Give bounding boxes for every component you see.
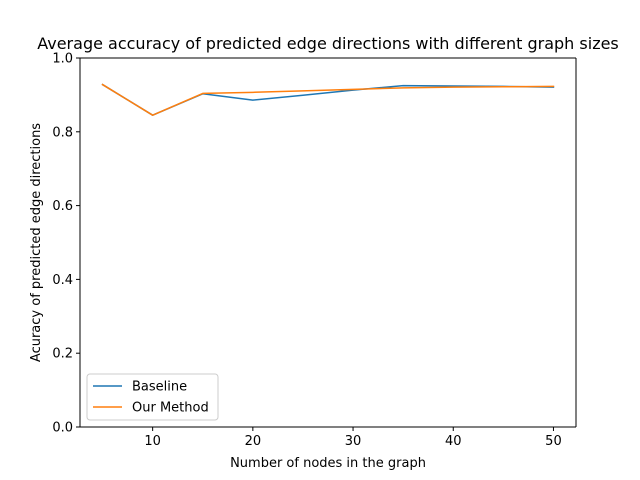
chart-title: Average accuracy of predicted edge direc…: [37, 34, 619, 53]
y-tick-label: 0.0: [52, 421, 73, 436]
y-tick-label: 1.0: [52, 52, 73, 67]
plot-frame: [79, 57, 577, 428]
plot-area: [80, 58, 576, 427]
legend-items: Baseline Our Method: [93, 380, 209, 416]
y-axis-title: Acuracy of predicted edge directions: [29, 123, 44, 362]
x-tick-label: 40: [445, 434, 462, 449]
x-tick-label: 30: [345, 434, 362, 449]
y-tick-label: 0.6: [52, 199, 73, 214]
legend-label-baseline: Baseline: [132, 380, 187, 395]
legend: Baseline Our Method: [86, 373, 219, 421]
x-tick-label: 50: [545, 434, 562, 449]
series-layer: [101, 83, 555, 116]
y-tick-label: 0.8: [52, 125, 73, 140]
y-tick-label: 0.2: [52, 347, 73, 362]
y-axis-ticks: 0.0 0.2 0.4 0.6 0.8 1.0: [52, 52, 80, 436]
x-tick-label: 10: [144, 434, 161, 449]
x-tick-label: 20: [245, 434, 262, 449]
series-line-our-method: [101, 83, 555, 116]
y-tick-label: 0.4: [52, 273, 73, 288]
x-axis-title: Number of nodes in the graph: [230, 456, 426, 471]
legend-label-our-method: Our Method: [132, 401, 209, 416]
x-axis-ticks: 10 20 30 40 50: [144, 427, 562, 449]
